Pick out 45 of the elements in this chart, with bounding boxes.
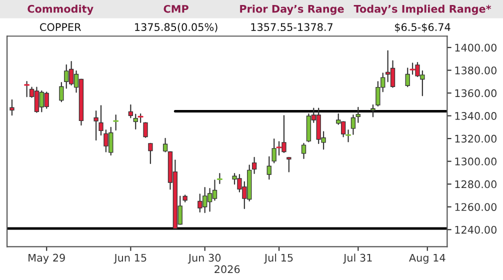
text: 1375.85(0.05%) xyxy=(135,22,218,32)
candlestick xyxy=(350,114,356,135)
candlestick xyxy=(128,104,133,118)
y-tick-label: 1260.00 xyxy=(455,203,496,211)
y-tick-label: 1360.00 xyxy=(455,89,496,98)
text: Today’s Implied Range* xyxy=(354,4,492,15)
candlestick xyxy=(162,138,168,152)
candlestick xyxy=(113,114,119,131)
candlestick xyxy=(272,138,276,164)
text: COPPER xyxy=(40,23,81,32)
y-tick-label: 1320.00 xyxy=(455,134,496,143)
candlestick xyxy=(133,114,138,130)
candlestick xyxy=(94,110,98,141)
candlestick xyxy=(405,68,410,88)
y-tick-label: 1300.00 xyxy=(455,158,496,166)
y-tick-label: 1400.00 xyxy=(455,44,496,52)
candlestick xyxy=(301,142,306,160)
y-tick-label: 1280.00 xyxy=(455,180,496,188)
y-tick-label: 1340.00 xyxy=(455,112,496,120)
text: $6.5-$6.74 xyxy=(395,22,450,32)
y-tick-label: 1240.00 xyxy=(455,226,496,234)
candlestick xyxy=(148,142,153,164)
candlestick xyxy=(10,99,14,116)
candlestick xyxy=(266,156,272,180)
x-axis-title: 2026 xyxy=(214,265,240,274)
candlestick xyxy=(252,156,257,174)
text: 1357.55-1378.7 xyxy=(251,23,332,32)
x-tick-label: Jul 15 xyxy=(264,254,293,264)
y-tick-label: 1380.00 xyxy=(455,66,496,74)
x-tick-label: Jul 31 xyxy=(343,254,372,264)
candlestick xyxy=(370,104,376,118)
x-tick-label: May 29 xyxy=(28,254,65,264)
text: CMP xyxy=(164,4,188,13)
text: Commodity xyxy=(28,4,94,15)
candlestick xyxy=(356,106,360,123)
candlestick xyxy=(216,172,222,184)
candlestick xyxy=(286,156,292,172)
x-tick-label: Jun 15 xyxy=(114,254,146,264)
candlestick xyxy=(59,82,64,102)
text: Prior Day’s Range xyxy=(240,4,344,15)
x-tick-label: Jun 30 xyxy=(188,254,221,264)
candlestick xyxy=(24,80,30,98)
candlestick xyxy=(98,105,104,136)
x-tick-label: Aug 14 xyxy=(409,254,446,264)
candlestick xyxy=(143,122,148,138)
